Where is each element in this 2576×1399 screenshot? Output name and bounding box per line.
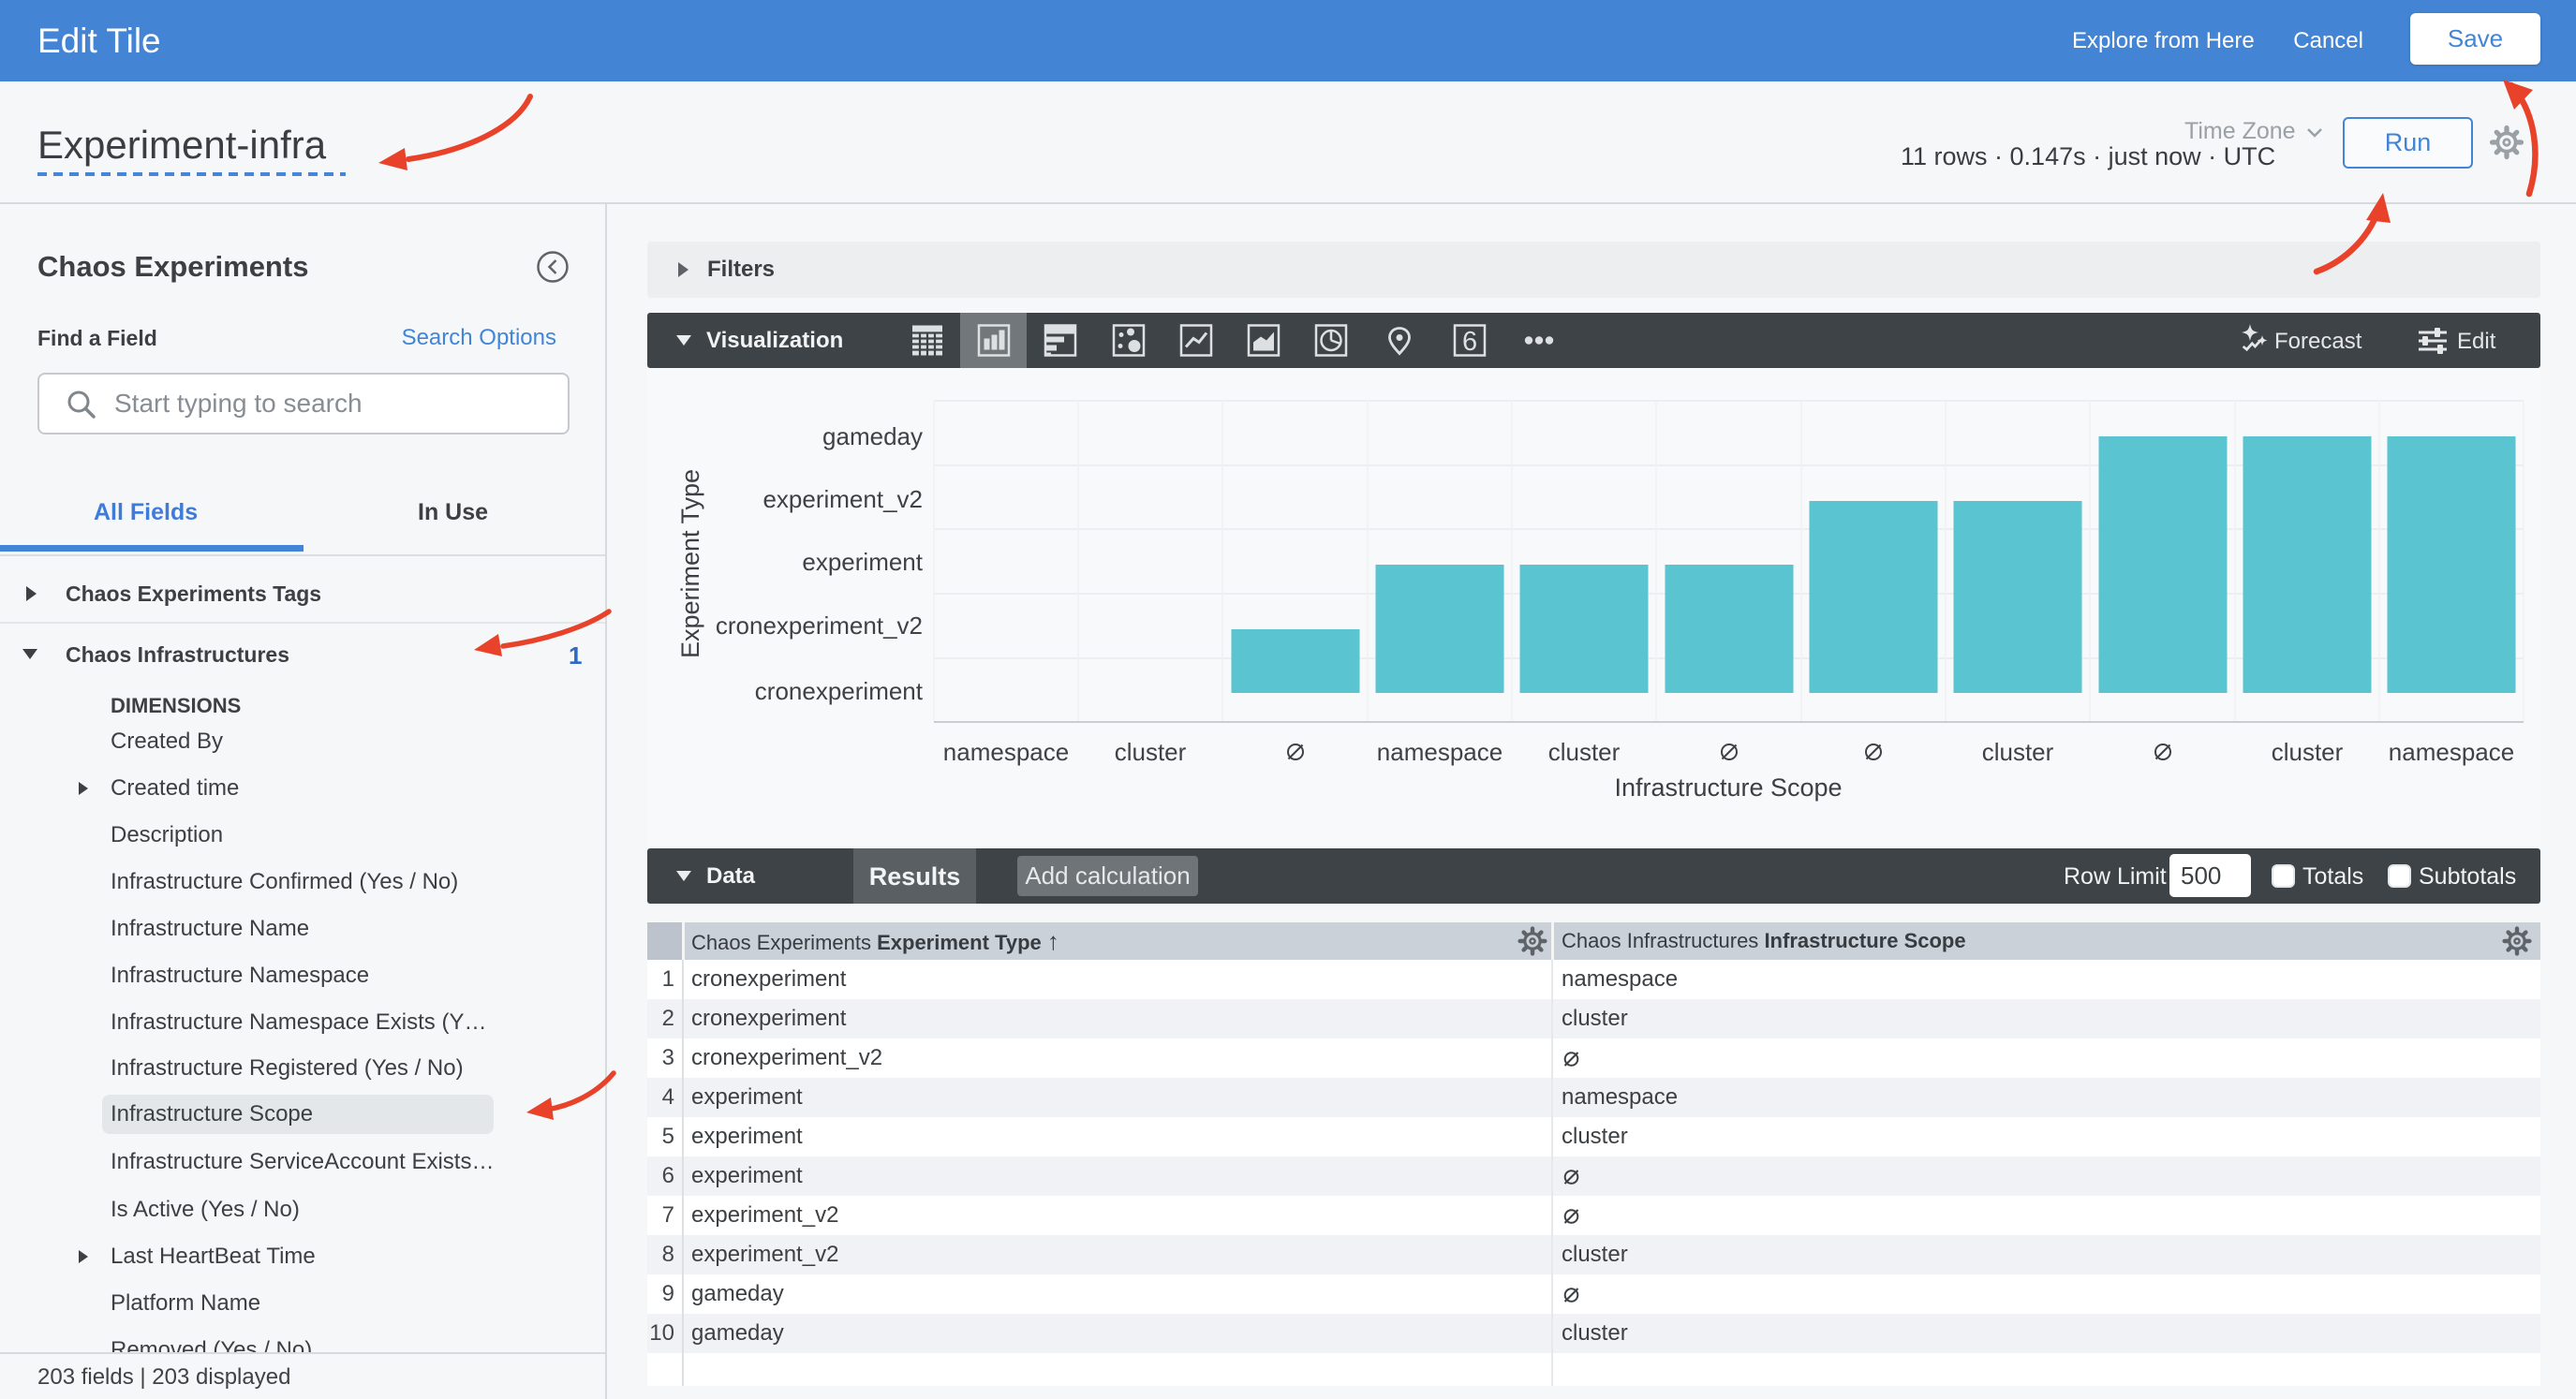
svg-text:namespace: namespace — [943, 738, 1069, 766]
svg-text:cronexperiment: cronexperiment — [755, 677, 924, 705]
svg-text:namespace: namespace — [1377, 738, 1503, 766]
svg-text:experiment_v2: experiment_v2 — [762, 485, 923, 513]
svg-text:cluster: cluster — [1982, 738, 2054, 766]
svg-text:experiment: experiment — [802, 548, 923, 576]
svg-text:cronexperiment_v2: cronexperiment_v2 — [716, 611, 923, 640]
svg-text:6: 6 — [1462, 327, 1477, 357]
svg-text:gameday: gameday — [822, 422, 923, 450]
svg-text:namespace: namespace — [2389, 738, 2514, 766]
svg-text:cluster: cluster — [1115, 738, 1187, 766]
svg-text:Experiment Type: Experiment Type — [676, 469, 704, 658]
svg-text:cluster: cluster — [1548, 738, 1621, 766]
svg-text:cluster: cluster — [2272, 738, 2344, 766]
svg-text:Infrastructure Scope: Infrastructure Scope — [1614, 773, 1842, 802]
